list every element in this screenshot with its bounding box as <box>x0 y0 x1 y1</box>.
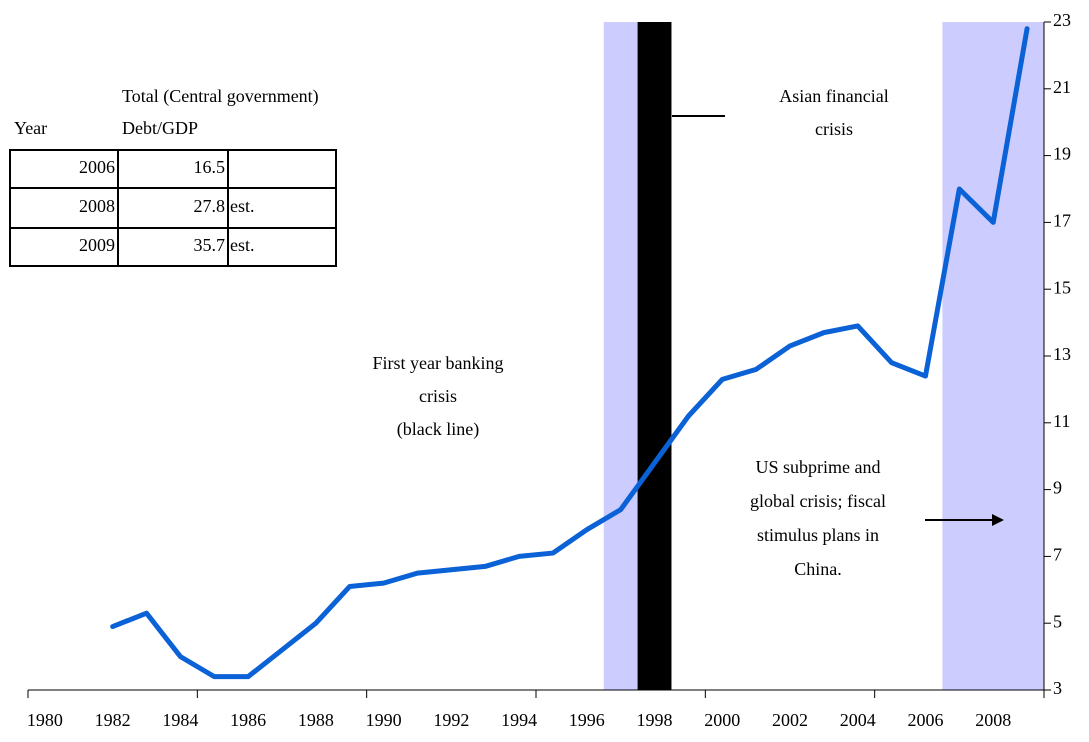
annotation: Asian financial <box>779 86 888 106</box>
y-tick-label: 11 <box>1053 411 1070 431</box>
annotation: global crisis; fiscal <box>750 491 886 511</box>
annotation: stimulus plans in <box>757 525 879 545</box>
shaded-period <box>637 22 672 690</box>
annotation: First year banking <box>373 353 504 373</box>
y-tick-label: 7 <box>1053 545 1062 565</box>
bands <box>603 22 1044 690</box>
x-tick-label: 1980 <box>27 710 63 730</box>
annotation: US subprime and <box>756 457 881 477</box>
x-tick-label: 1998 <box>637 710 673 730</box>
y-tick-label: 9 <box>1053 478 1062 498</box>
x-tick-label: 1990 <box>366 710 402 730</box>
table-year: 2006 <box>79 157 115 177</box>
annotation: crisis <box>419 386 457 406</box>
y-tick-label: 17 <box>1053 211 1071 231</box>
x-tick-label: 1988 <box>298 710 334 730</box>
table-note: est. <box>230 235 255 255</box>
x-tick-label: 2002 <box>772 710 808 730</box>
x-tick-label: 1992 <box>433 710 469 730</box>
y-tick-label: 13 <box>1053 344 1071 364</box>
x-tick-label: 2006 <box>907 710 943 730</box>
annotation: (black line) <box>397 419 479 440</box>
x-tick-label: 1984 <box>162 710 198 730</box>
table-header: Debt/GDP <box>122 118 198 138</box>
table-year: 2009 <box>79 235 115 255</box>
y-tick-label: 23 <box>1053 10 1071 30</box>
table-title: Total (Central government) <box>122 86 319 107</box>
x-tick-label: 1986 <box>230 710 266 730</box>
x-tick-label: 1996 <box>569 710 605 730</box>
y-tick-label: 21 <box>1053 77 1071 97</box>
y-tick-label: 19 <box>1053 144 1071 164</box>
y-tick-label: 15 <box>1053 277 1071 297</box>
table-value: 27.8 <box>194 196 226 216</box>
annotation: crisis <box>815 119 853 139</box>
x-tick-label: 1982 <box>95 710 131 730</box>
table-note: est. <box>230 196 255 216</box>
y-tick-label: 3 <box>1053 678 1062 698</box>
table-border <box>9 149 337 267</box>
table-value: 35.7 <box>194 235 226 255</box>
shaded-period <box>942 22 1044 690</box>
y-tick-label: 5 <box>1053 611 1062 631</box>
table-year: 2008 <box>79 196 115 216</box>
x-tick-label: 2008 <box>975 710 1011 730</box>
series-line <box>110 26 1030 680</box>
table-header: Year <box>14 118 47 138</box>
x-tick-label: 2004 <box>840 710 876 730</box>
annotation: China. <box>794 559 842 579</box>
x-tick-label: 2000 <box>704 710 740 730</box>
arrow-head <box>992 514 1004 526</box>
x-tick-label: 1994 <box>501 710 537 730</box>
table-value: 16.5 <box>194 157 226 177</box>
inset-table: Total (Central government) Year Debt/GDP… <box>9 86 337 267</box>
